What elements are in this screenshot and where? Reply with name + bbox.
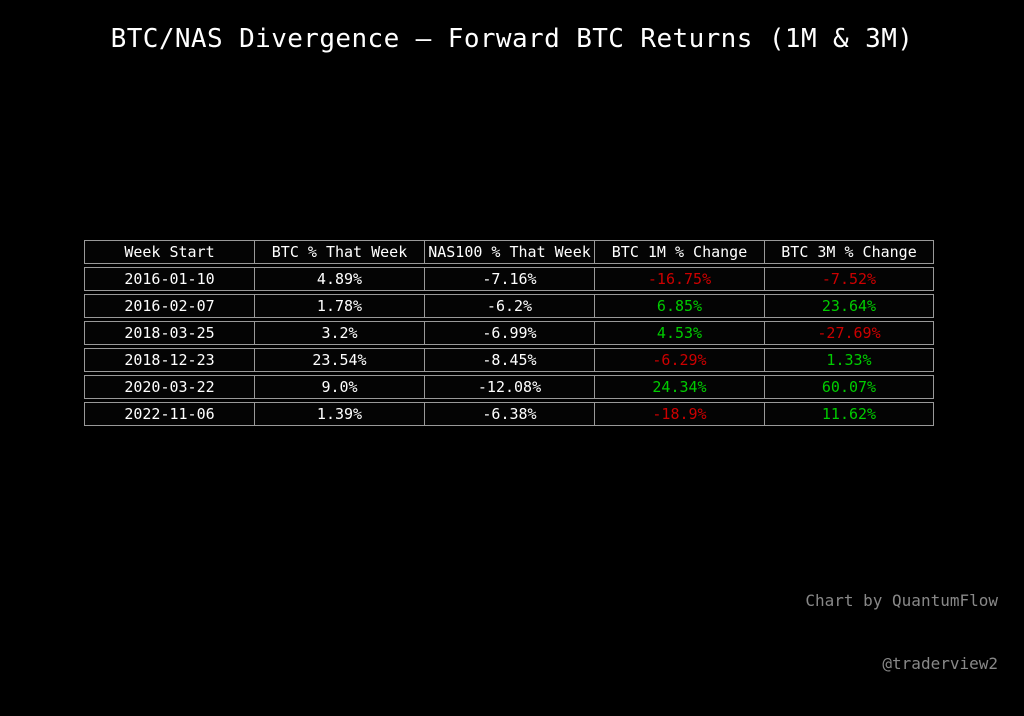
attribution-handle: @traderview2 (882, 654, 998, 673)
table-cell: 24.34% (594, 375, 764, 399)
table-cell: 1.78% (254, 294, 424, 318)
table-cell: 2018-12-23 (84, 348, 254, 372)
table-cell: -16.75% (594, 267, 764, 291)
table-cell: 1.33% (764, 348, 934, 372)
table-cell: -7.52% (764, 267, 934, 291)
attribution-author: Chart by QuantumFlow (805, 591, 998, 610)
table-row: 2018-03-25 3.2% -6.99% 4.53% -27.69% (84, 321, 934, 345)
table-cell: -27.69% (764, 321, 934, 345)
table-cell: 2020-03-22 (84, 375, 254, 399)
table-row: 2016-02-07 1.78% -6.2% 6.85% 23.64% (84, 294, 934, 318)
table-header-row: Week Start BTC % That Week NAS100 % That… (84, 240, 934, 264)
table-cell: -6.99% (424, 321, 594, 345)
table-cell: 2016-02-07 (84, 294, 254, 318)
column-header-btc-3m: BTC 3M % Change (764, 240, 934, 264)
column-header-week-start: Week Start (84, 240, 254, 264)
table-cell: 4.89% (254, 267, 424, 291)
column-header-btc-1m: BTC 1M % Change (594, 240, 764, 264)
table-cell: -8.45% (424, 348, 594, 372)
table-cell: -6.38% (424, 402, 594, 426)
table-cell: -6.2% (424, 294, 594, 318)
table-cell: 9.0% (254, 375, 424, 399)
table-cell: -7.16% (424, 267, 594, 291)
table-cell: 4.53% (594, 321, 764, 345)
table-cell: 60.07% (764, 375, 934, 399)
table-cell: 23.54% (254, 348, 424, 372)
table-cell: -18.9% (594, 402, 764, 426)
table-cell: 23.64% (764, 294, 934, 318)
table-cell: 2022-11-06 (84, 402, 254, 426)
table-cell: -12.08% (424, 375, 594, 399)
chart-title: BTC/NAS Divergence — Forward BTC Returns… (110, 24, 914, 54)
table-row: 2016-01-10 4.89% -7.16% -16.75% -7.52% (84, 267, 934, 291)
table-cell: 3.2% (254, 321, 424, 345)
column-header-nas100-week: NAS100 % That Week (424, 240, 594, 264)
attribution: Chart by QuantumFlow @traderview2 (805, 548, 998, 716)
column-header-btc-week: BTC % That Week (254, 240, 424, 264)
table-row: 2020-03-22 9.0% -12.08% 24.34% 60.07% (84, 375, 934, 399)
chart-canvas: BTC/NAS Divergence — Forward BTC Returns… (84, 24, 998, 673)
table-cell: 6.85% (594, 294, 764, 318)
table-row: 2022-11-06 1.39% -6.38% -18.9% 11.62% (84, 402, 934, 426)
table-row: 2018-12-23 23.54% -8.45% -6.29% 1.33% (84, 348, 934, 372)
table-cell: 11.62% (764, 402, 934, 426)
table-cell: 1.39% (254, 402, 424, 426)
table-cell: 2016-01-10 (84, 267, 254, 291)
table-cell: -6.29% (594, 348, 764, 372)
divergence-table: Week Start BTC % That Week NAS100 % That… (84, 237, 934, 429)
table-cell: 2018-03-25 (84, 321, 254, 345)
